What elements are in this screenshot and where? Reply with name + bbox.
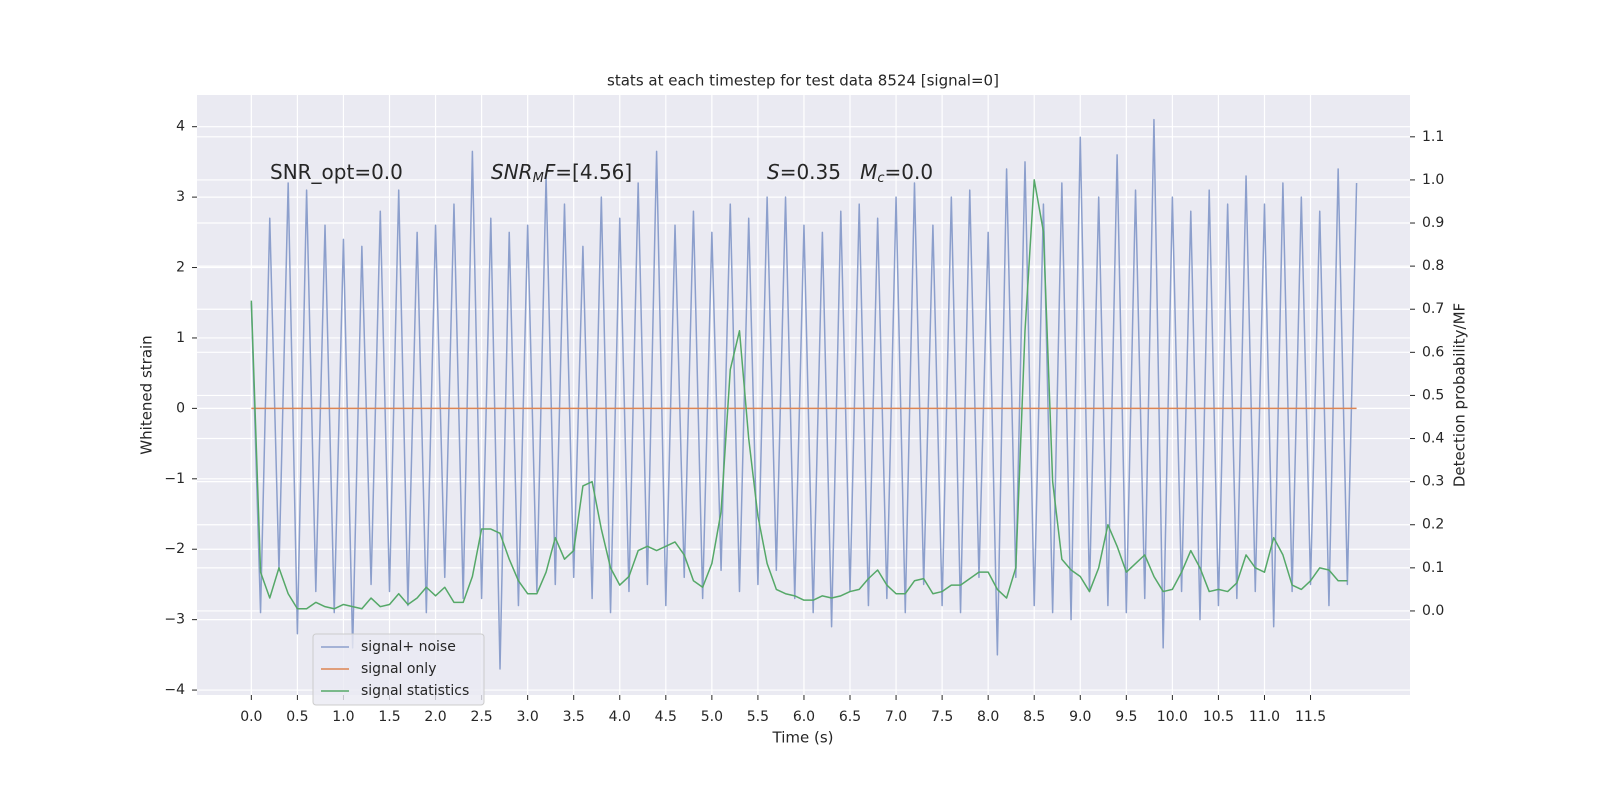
x-tick-label: 8.5 — [1023, 709, 1045, 725]
x-tick-label: 9.5 — [1115, 709, 1137, 725]
y-tick-label: 3 — [176, 189, 185, 205]
x-tick-label: 11.5 — [1295, 709, 1326, 725]
x-tick-label: 6.0 — [793, 709, 815, 725]
x-tick-label: 5.5 — [747, 709, 769, 725]
x-tick-label: 6.5 — [839, 709, 861, 725]
y2-axis-label: Detection probability/MF — [1451, 303, 1469, 487]
y2-tick-label: 0.9 — [1422, 215, 1444, 231]
y-tick-label: −4 — [164, 682, 185, 698]
x-tick-label: 7.5 — [931, 709, 953, 725]
legend-label: signal only — [361, 661, 436, 677]
x-tick-label: 4.5 — [655, 709, 677, 725]
y2-tick-label: 1.1 — [1422, 129, 1444, 145]
legend-label: signal+ noise — [361, 639, 456, 655]
legend: signal+ noise signal only signal statistic… — [312, 633, 485, 706]
x-tick-label: 3.0 — [517, 709, 539, 725]
annotation-part: M — [860, 160, 877, 184]
annotation: SNR_opt=0.0 — [270, 160, 403, 184]
y-axis-label: Whitened strain — [138, 335, 156, 454]
chart-title: stats at each timestep for test data 852… — [607, 72, 999, 90]
annotation-part: =[4.56] — [555, 160, 632, 184]
marks — [250, 118, 1358, 670]
y2-tick-label: 0.5 — [1422, 387, 1444, 403]
y-tick-label: −3 — [164, 612, 185, 628]
y-tick-label: 2 — [176, 260, 185, 276]
annotation-part: c — [877, 171, 884, 186]
annotation: SNRMF=[4.56] — [491, 160, 632, 186]
x-tick-label: 4.0 — [609, 709, 631, 725]
x-tick-label: 1.5 — [378, 709, 400, 725]
series-line — [250, 118, 1358, 670]
x-tick-label: 2.0 — [424, 709, 446, 725]
x-tick-label: 0.0 — [240, 709, 262, 725]
y2-tick-label: 0.2 — [1422, 517, 1444, 533]
y-tick-label: −1 — [164, 471, 185, 487]
annotation-part: S — [767, 160, 780, 184]
x-tick-label: 9.0 — [1069, 709, 1091, 725]
x-tick-label: 0.5 — [286, 709, 308, 725]
annotation-part: M — [533, 171, 544, 186]
annotation-part: SNR — [491, 160, 533, 184]
annotation-part: F — [544, 160, 556, 184]
annotation-part: =0.0 — [885, 160, 934, 184]
y2-tick-label: 0.1 — [1422, 560, 1444, 576]
y2-tick-label: 0.3 — [1422, 474, 1444, 490]
y2-tick-label: 0.8 — [1422, 258, 1444, 274]
y-tick-label: 1 — [176, 330, 185, 346]
y2-tick-label: 0.0 — [1422, 603, 1444, 619]
x-tick-label: 1.0 — [332, 709, 354, 725]
series-line — [250, 179, 1348, 610]
x-tick-label: 3.5 — [563, 709, 585, 725]
x-tick-label: 10.0 — [1157, 709, 1188, 725]
x-tick-label: 5.0 — [701, 709, 723, 725]
y-tick-label: 0 — [176, 400, 185, 416]
y-tick-label: 4 — [176, 119, 185, 135]
legend-box — [312, 633, 485, 706]
y2-tick-label: 0.4 — [1422, 431, 1444, 447]
x-tick-label: 10.5 — [1203, 709, 1234, 725]
axes: 0.0 0.5 1.0 1.5 2.0 2.5 3.0 3.5 4.0 4.5 5.0 5.5 6.0 6… — [164, 119, 1444, 725]
y2-tick-label: 0.7 — [1422, 301, 1444, 317]
y2-tick-label: 1.0 — [1422, 172, 1444, 188]
x-axis-label: Time (s) — [772, 729, 834, 747]
x-tick-label: 8.0 — [977, 709, 999, 725]
x-tick-label: 7.0 — [885, 709, 907, 725]
annotation-part: =0.35 — [780, 160, 860, 184]
x-tick-label: 2.5 — [470, 709, 492, 725]
legend-label: signal statistics — [361, 683, 469, 699]
y-tick-label: −2 — [164, 541, 185, 557]
y2-tick-label: 0.6 — [1422, 344, 1444, 360]
annotation: S=0.35 Mc=0.0 — [767, 160, 933, 186]
annotation-part: SNR_opt=0.0 — [270, 160, 403, 184]
x-tick-label: 11.0 — [1249, 709, 1280, 725]
